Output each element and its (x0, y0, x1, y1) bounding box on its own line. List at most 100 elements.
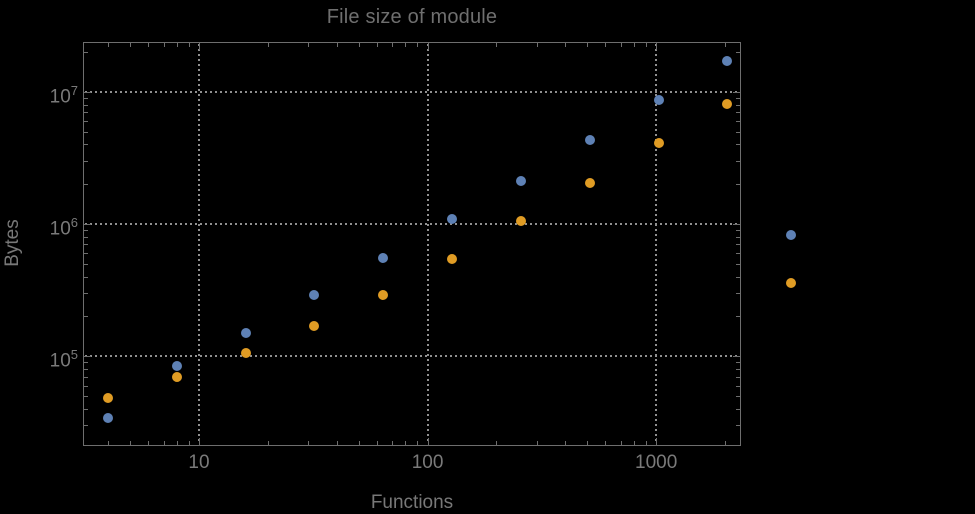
gridline-vertical (655, 44, 658, 444)
tick-mark (336, 43, 338, 47)
tick-mark (84, 91, 91, 93)
data-point (171, 371, 182, 382)
data-point (171, 360, 182, 371)
tick-mark (163, 441, 165, 445)
tick-mark (267, 441, 269, 445)
tick-mark (84, 396, 88, 398)
tick-mark (392, 43, 394, 47)
data-point (515, 216, 526, 227)
data-point (103, 413, 114, 424)
tick-mark (736, 362, 740, 364)
tick-mark (130, 441, 132, 445)
tick-mark (427, 438, 429, 445)
tick-mark (84, 224, 91, 225)
tick-mark (736, 131, 740, 133)
tick-mark (736, 184, 740, 186)
tick-mark (336, 441, 338, 445)
data-point (653, 95, 664, 106)
tick-mark (736, 276, 740, 278)
tick-mark (736, 144, 740, 146)
data-point (653, 137, 664, 148)
x-tick-label: 10 (188, 452, 210, 473)
data-point (240, 328, 251, 338)
tick-mark (84, 263, 88, 265)
tick-mark (148, 43, 150, 47)
tick-mark (733, 224, 740, 225)
tick-mark (736, 385, 740, 387)
tick-mark (656, 43, 658, 50)
tick-mark (736, 112, 740, 114)
tick-mark (565, 441, 567, 445)
tick-mark (199, 43, 200, 50)
data-point (447, 213, 458, 224)
tick-mark (108, 441, 110, 445)
tick-mark (565, 43, 567, 47)
tick-mark (536, 441, 538, 445)
tick-mark (736, 316, 740, 318)
data-point (309, 320, 320, 331)
tick-mark (84, 104, 88, 106)
tick-mark (308, 441, 310, 445)
tick-mark (84, 144, 88, 146)
tick-mark (84, 369, 88, 371)
tick-mark (84, 160, 88, 162)
tick-mark (358, 43, 360, 47)
tick-mark (736, 425, 740, 427)
tick-mark (736, 293, 740, 295)
tick-mark (536, 43, 538, 47)
tick-mark (84, 131, 88, 133)
tick-mark (620, 43, 622, 47)
gridline-vertical (198, 44, 200, 444)
tick-mark (84, 408, 88, 410)
y-tick-label: 106 (49, 215, 78, 240)
data-point (515, 176, 526, 187)
data-point (309, 290, 320, 301)
tick-mark (376, 43, 378, 47)
tick-mark (267, 43, 269, 47)
gridline-horizontal (85, 355, 739, 358)
tick-mark (84, 293, 88, 295)
tick-mark (188, 441, 190, 445)
tick-mark (84, 425, 88, 427)
tick-mark (736, 236, 740, 238)
tick-mark (176, 43, 178, 47)
tick-mark (358, 441, 360, 445)
tick-mark (733, 356, 740, 358)
tick-mark (163, 43, 165, 47)
tick-mark (84, 362, 88, 364)
tick-mark (496, 441, 498, 445)
tick-mark (736, 253, 740, 255)
tick-mark (736, 244, 740, 246)
tick-mark (108, 43, 110, 47)
tick-mark (84, 51, 88, 53)
x-axis-label: Functions (370, 492, 454, 513)
data-point (722, 98, 733, 109)
tick-mark (199, 438, 200, 445)
tick-mark (736, 121, 740, 123)
tick-mark (392, 441, 394, 445)
gridline-horizontal (85, 90, 739, 93)
tick-mark (417, 441, 419, 445)
chart-title: File size of module (326, 6, 498, 28)
tick-mark (84, 236, 88, 238)
data-point (584, 177, 595, 188)
tick-mark (405, 441, 407, 445)
tick-mark (736, 160, 740, 162)
tick-mark (736, 104, 740, 106)
x-tick-label: 100 (411, 452, 444, 473)
tick-mark (736, 263, 740, 265)
data-point (447, 254, 458, 265)
tick-mark (736, 408, 740, 410)
tick-mark (733, 91, 740, 93)
tick-mark (84, 184, 88, 186)
tick-mark (84, 121, 88, 123)
tick-mark (84, 356, 91, 358)
tick-mark (188, 43, 190, 47)
tick-mark (130, 43, 132, 47)
tick-mark (405, 43, 407, 47)
tick-mark (84, 244, 88, 246)
tick-mark (84, 253, 88, 255)
tick-mark (634, 441, 636, 445)
tick-mark (605, 43, 607, 47)
tick-mark (417, 43, 419, 47)
